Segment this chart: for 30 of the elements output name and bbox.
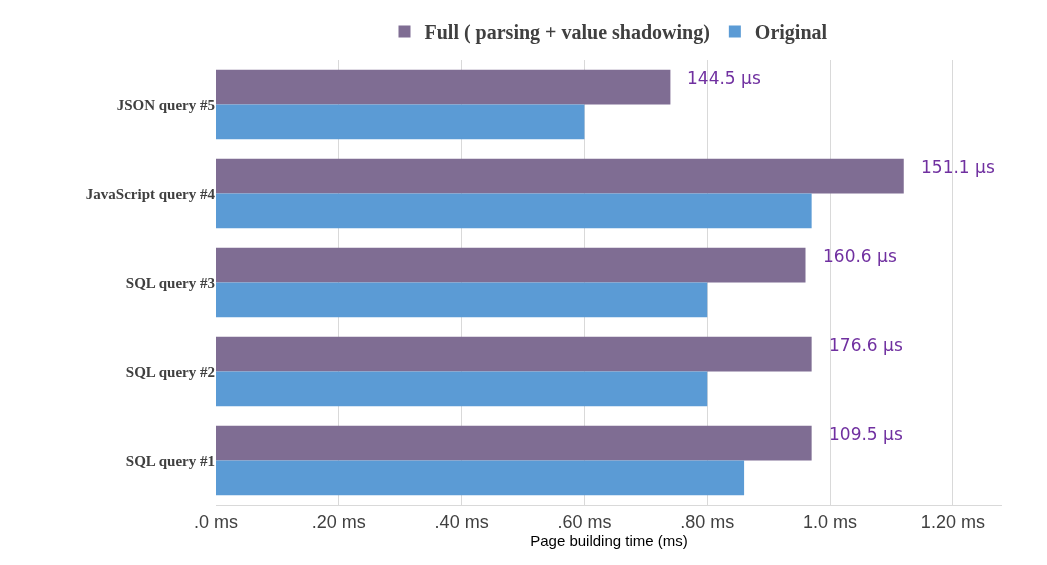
bar	[216, 371, 708, 407]
y-tick-label: JSON query #5	[116, 96, 215, 113]
bar	[216, 425, 812, 461]
x-tick-label: .60 ms	[557, 511, 612, 532]
bar	[216, 193, 812, 229]
bar	[216, 104, 585, 140]
annotation: 160.6 µs	[823, 246, 897, 266]
y-tick-label: SQL query #1	[125, 452, 215, 469]
legend-label: Original	[754, 21, 828, 45]
annotation: 109.5 µs	[829, 424, 903, 444]
x-tick-label: .80 ms	[680, 511, 735, 532]
bar	[216, 158, 904, 194]
annotation: 151.1 µs	[921, 157, 995, 177]
annotation: 144.5 µs	[687, 68, 761, 88]
bar	[216, 282, 708, 318]
y-tick-label: SQL query #2	[125, 363, 215, 380]
y-tick-label: JavaScript query #4	[85, 185, 216, 202]
x-tick-label: 1.0 ms	[803, 511, 858, 532]
bar	[216, 247, 806, 283]
legend-label: Full ( parsing + value shadowing)	[424, 21, 710, 45]
x-tick-label: 1.20 ms	[920, 511, 985, 532]
x-tick-label: .40 ms	[434, 511, 489, 532]
x-axis-title: Page building time (ms)	[530, 531, 688, 549]
bar	[216, 460, 745, 496]
bar	[216, 69, 671, 105]
x-tick-label: .0 ms	[193, 511, 239, 532]
bar	[216, 336, 812, 372]
annotation: 176.6 µs	[829, 335, 903, 355]
y-tick-label: SQL query #3	[125, 274, 215, 291]
x-tick-label: .20 ms	[311, 511, 366, 532]
